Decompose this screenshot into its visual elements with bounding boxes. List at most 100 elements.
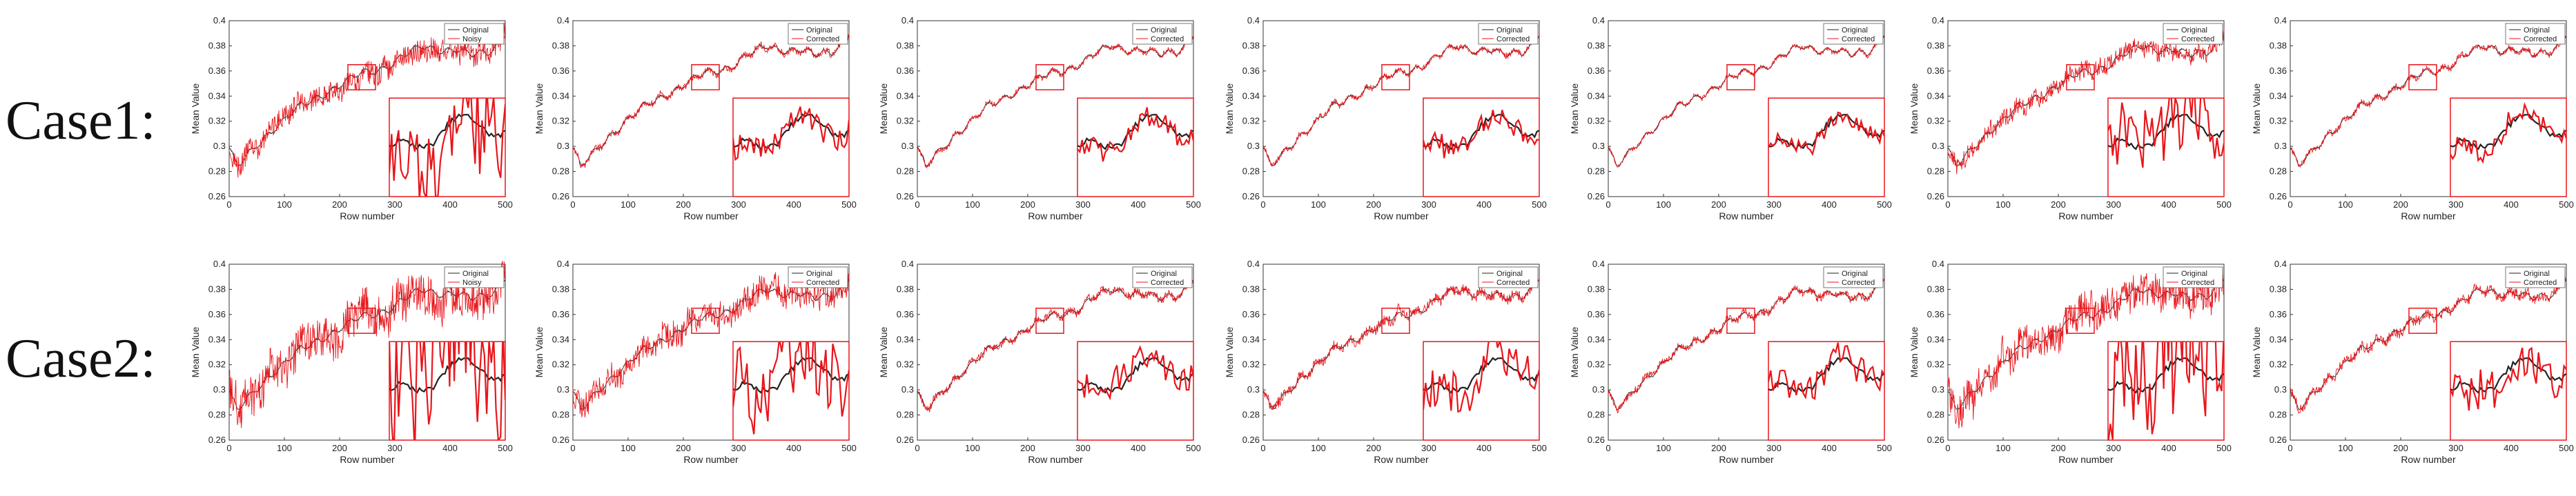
legend-box: [2505, 266, 2566, 288]
legend-box: [788, 266, 848, 288]
y-tick-label: 0.26: [1927, 191, 1944, 201]
x-tick-label: 500: [841, 199, 857, 210]
series-noisy-line: [228, 261, 506, 428]
x-tick-label: 200: [1366, 199, 1381, 210]
legend-corrected-label: Corrected: [2181, 279, 2214, 287]
y-tick-label: 0.3: [557, 141, 569, 151]
y-tick-label: 0.26: [2270, 435, 2287, 445]
y-tick-label: 0.36: [897, 309, 914, 319]
inset-red-line: [2108, 341, 2224, 440]
x-axis-label: Row number: [2058, 210, 2114, 221]
inset-original-line: [389, 113, 505, 150]
y-tick-label: 0.4: [557, 15, 569, 26]
series-original-line: [917, 35, 1194, 167]
zoom-region-box: [1726, 308, 1755, 334]
legend-original-label: Original: [2524, 270, 2550, 278]
y-tick-label: 0.38: [208, 284, 226, 294]
y-tick-label: 0.36: [2270, 309, 2287, 319]
y-tick-label: 0.32: [897, 359, 914, 370]
y-tick-label: 0.28: [1242, 166, 1260, 177]
zoom-region-box: [2066, 64, 2095, 90]
legend-box: [1478, 23, 1539, 45]
y-tick-label: 0.36: [1927, 309, 1944, 319]
inset-red-line: [1423, 110, 1539, 159]
x-tick-label: 500: [498, 199, 513, 210]
zoom-region-box: [691, 308, 720, 334]
y-tick-label: 0.28: [208, 166, 226, 177]
y-tick-label: 0.32: [1927, 116, 1944, 126]
x-axis-label: Row number: [340, 454, 395, 465]
x-tick-label: 300: [387, 443, 402, 453]
series-corrected-line: [1947, 268, 2225, 428]
y-tick-label: 0.26: [2270, 191, 2287, 201]
y-tick-label: 0.38: [1927, 40, 1944, 50]
y-tick-label: 0.3: [1247, 384, 1260, 395]
x-tick-label: 500: [1532, 443, 1547, 453]
x-tick-label: 300: [1766, 443, 1782, 453]
y-axis-label: Mean Value: [534, 326, 545, 377]
chart-r1-c5: 0 100 200 300 400 500 0.26 0.28 0.3 0.32 0.34 0.36 0…: [1569, 15, 1892, 221]
x-tick-label: 400: [2161, 199, 2176, 210]
y-tick-label: 0.34: [208, 334, 226, 344]
y-tick-label: 0.28: [1588, 166, 1605, 177]
zoom-inset-frame: [1423, 97, 1540, 197]
legend-original-label: Original: [462, 26, 489, 34]
inset-original-line: [1423, 357, 1539, 394]
y-tick-label: 0.28: [1588, 410, 1605, 420]
y-tick-label: 0.28: [897, 166, 914, 177]
zoom-inset-frame: [1768, 341, 1885, 441]
x-tick-label: 200: [1020, 443, 1035, 453]
y-axis-label: Mean Value: [1569, 83, 1580, 134]
zoom-inset-frame: [2450, 341, 2567, 441]
chart-r2-c7: 0 100 200 300 400 500 0.26 0.28 0.3 0.32 0.34 0.36 0…: [2251, 259, 2574, 465]
series-corrected-line: [917, 279, 1194, 413]
y-tick-label: 0.4: [2274, 259, 2287, 269]
y-tick-label: 0.36: [1927, 66, 1944, 76]
y-tick-label: 0.4: [213, 259, 226, 269]
zoom-inset-frame: [1077, 341, 1194, 441]
y-tick-label: 0.34: [2270, 334, 2287, 344]
y-tick-label: 0.34: [897, 334, 914, 344]
y-axis-label: Mean Value: [190, 83, 201, 134]
y-tick-label: 0.26: [1242, 191, 1260, 201]
y-tick-label: 0.34: [1242, 334, 1260, 344]
zoom-inset-frame: [1768, 97, 1885, 197]
legend-original-label: Original: [1151, 270, 1177, 278]
y-tick-label: 0.26: [1588, 191, 1605, 201]
y-tick-label: 0.28: [2270, 410, 2287, 420]
inset-original-line: [2450, 357, 2566, 394]
zoom-inset-frame: [2107, 341, 2225, 441]
y-tick-label: 0.3: [557, 384, 569, 395]
x-axis-label: Row number: [1719, 210, 1774, 221]
x-tick-label: 100: [1656, 443, 1671, 453]
y-tick-label: 0.28: [2270, 166, 2287, 177]
x-tick-label: 300: [2448, 199, 2463, 210]
x-tick-label: 100: [1996, 443, 2011, 453]
y-tick-label: 0.32: [1242, 359, 1260, 370]
y-axis-label: Mean Value: [1909, 83, 1920, 134]
zoom-region-box: [1726, 64, 1755, 90]
y-tick-label: 0.4: [2274, 15, 2287, 26]
x-tick-label: 0: [915, 443, 919, 453]
legend-corrected-label: Corrected: [1496, 35, 1530, 43]
y-tick-label: 0.4: [1932, 15, 1944, 26]
y-axis-label: Mean Value: [190, 326, 201, 377]
y-tick-label: 0.28: [897, 410, 914, 420]
x-tick-label: 0: [226, 443, 231, 453]
x-tick-label: 300: [2448, 443, 2463, 453]
x-tick-label: 400: [1131, 199, 1146, 210]
y-tick-label: 0.4: [1247, 15, 1260, 26]
x-tick-label: 300: [1421, 199, 1436, 210]
y-tick-label: 0.26: [897, 435, 914, 445]
legend-corrected-label: Corrected: [2524, 35, 2557, 43]
y-tick-label: 0.3: [1592, 384, 1605, 395]
x-tick-label: 200: [676, 443, 691, 453]
x-tick-label: 400: [1822, 199, 1837, 210]
inset-red-line: [389, 98, 505, 197]
series-corrected-line: [1608, 34, 1885, 168]
inset-red-line: [2450, 346, 2566, 411]
y-tick-label: 0.32: [208, 359, 226, 370]
legend-corrected-label: Corrected: [1842, 35, 1875, 43]
x-tick-label: 0: [1606, 199, 1610, 210]
chart-r1-c4: 0 100 200 300 400 500 0.26 0.28 0.3 0.32 0.34 0.36 0…: [1224, 15, 1547, 221]
